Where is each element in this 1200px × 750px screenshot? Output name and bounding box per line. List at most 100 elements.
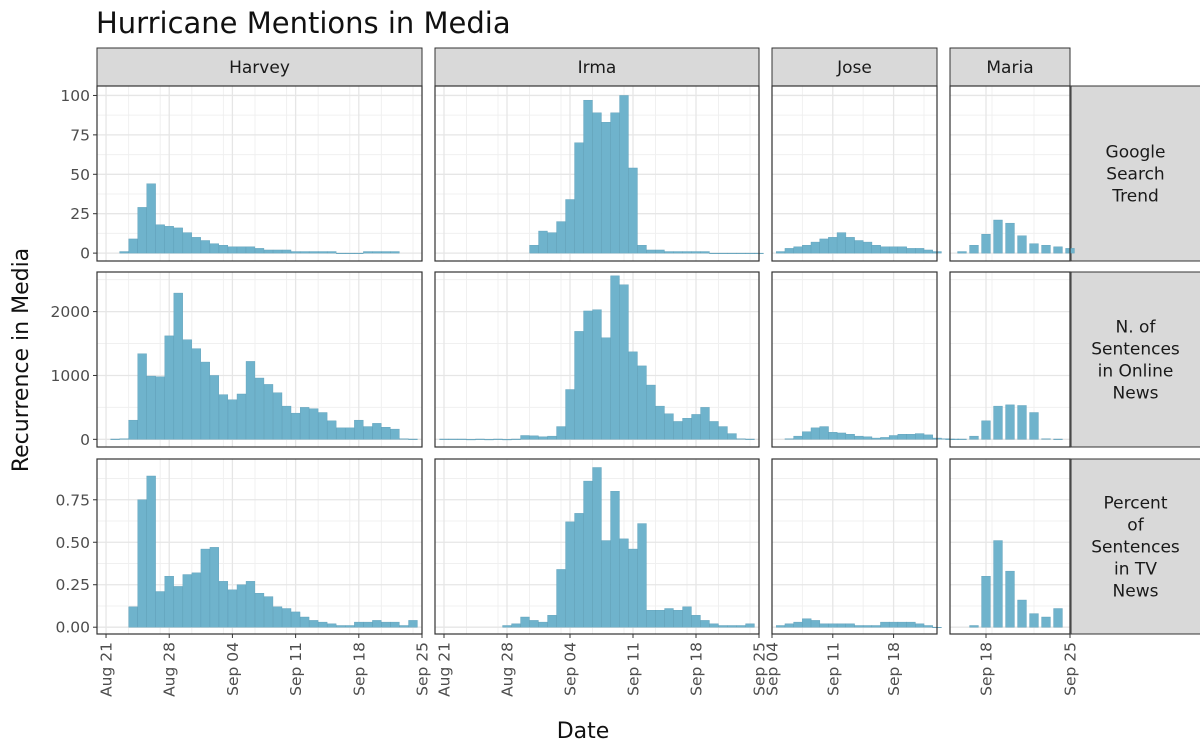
bar (272, 249, 283, 254)
bar (327, 420, 337, 440)
x-tick-label: Sep 18 (350, 642, 368, 696)
bar (254, 377, 265, 440)
bar (146, 183, 156, 254)
bar (836, 232, 847, 254)
bar (336, 252, 346, 254)
bar (888, 621, 899, 628)
bar (119, 438, 129, 440)
bar (363, 621, 373, 628)
strip-background (96, 47, 423, 87)
x-tick-label: Sep 25 (751, 642, 769, 696)
chart-title: Hurricane Mentions in Media (96, 6, 511, 40)
bar (915, 623, 925, 628)
strip-label-line: of (1127, 516, 1144, 536)
bar (906, 248, 916, 254)
bar (245, 246, 256, 254)
bar (828, 623, 838, 628)
bar (880, 437, 890, 440)
bar (1041, 438, 1051, 440)
bar (583, 99, 593, 254)
strip-label-line: Trend (1111, 187, 1159, 207)
x-tick-label: Sep 04 (764, 642, 782, 696)
panel-maria-2 (949, 459, 1071, 634)
bar (810, 427, 821, 440)
bar (583, 310, 593, 440)
bar (345, 625, 355, 628)
bar (200, 548, 210, 628)
bar (784, 623, 794, 628)
bar (191, 572, 201, 628)
strip-label-line: Sentences (1091, 538, 1180, 558)
bar (673, 421, 683, 440)
bar (592, 467, 602, 628)
bar (819, 426, 829, 440)
bar (793, 621, 803, 628)
bar (592, 112, 602, 254)
bar (354, 419, 364, 440)
strip-label-line: News (1113, 384, 1159, 404)
bar (520, 435, 530, 440)
bar (845, 623, 855, 628)
bar (923, 434, 933, 440)
bar (784, 438, 794, 440)
series-maria-2 (969, 540, 1063, 628)
bar (408, 438, 418, 440)
panel-border (96, 271, 423, 448)
bar (254, 248, 265, 254)
panel-jose-0 (771, 86, 937, 261)
bar (372, 423, 382, 440)
bar (592, 309, 602, 440)
bar (736, 625, 746, 628)
bar (547, 435, 557, 440)
bar (682, 418, 692, 440)
bar (110, 438, 120, 440)
y-tick-label: 0 (80, 245, 90, 263)
y-tick-label: 0.75 (55, 491, 90, 509)
panel-background (772, 459, 937, 634)
bar (793, 435, 803, 440)
bar (906, 434, 916, 440)
bar (272, 606, 283, 628)
bar (993, 219, 1003, 254)
bar (709, 252, 719, 254)
bar (854, 435, 864, 440)
bar (272, 392, 283, 440)
bar (610, 112, 620, 254)
panel-border (949, 85, 1071, 262)
series-harvey-2 (128, 475, 418, 628)
bar (981, 233, 991, 254)
bar (1029, 613, 1039, 628)
bar (981, 576, 991, 628)
bar (300, 407, 310, 440)
x-tick-label: Sep 11 (625, 642, 643, 696)
panel-background (772, 272, 937, 447)
bar (119, 251, 129, 254)
bar (363, 251, 373, 254)
y-tick-label: 1000 (51, 367, 90, 385)
bar (466, 439, 476, 441)
panel-border (434, 458, 760, 635)
strip-label-line: in Online (1098, 362, 1174, 382)
bar (637, 523, 647, 628)
x-tick-label: Sep 11 (824, 642, 842, 696)
series-jose-2 (776, 618, 942, 629)
strip-label-line: in TV (1114, 560, 1157, 580)
strip-label: Jose (836, 58, 872, 78)
strip-label-line: Google (1106, 143, 1166, 163)
bar (218, 581, 229, 628)
bar (173, 292, 183, 440)
bar (137, 207, 147, 254)
bar (1041, 245, 1051, 254)
bar (871, 625, 881, 628)
bar (700, 407, 710, 440)
bar (776, 251, 786, 254)
bar (538, 621, 548, 628)
bar (390, 428, 400, 440)
bar (191, 237, 201, 254)
bar (354, 252, 364, 254)
bar (173, 586, 183, 628)
bar (164, 335, 174, 440)
y-tick-label: 0.00 (55, 619, 90, 637)
bar (709, 623, 719, 628)
